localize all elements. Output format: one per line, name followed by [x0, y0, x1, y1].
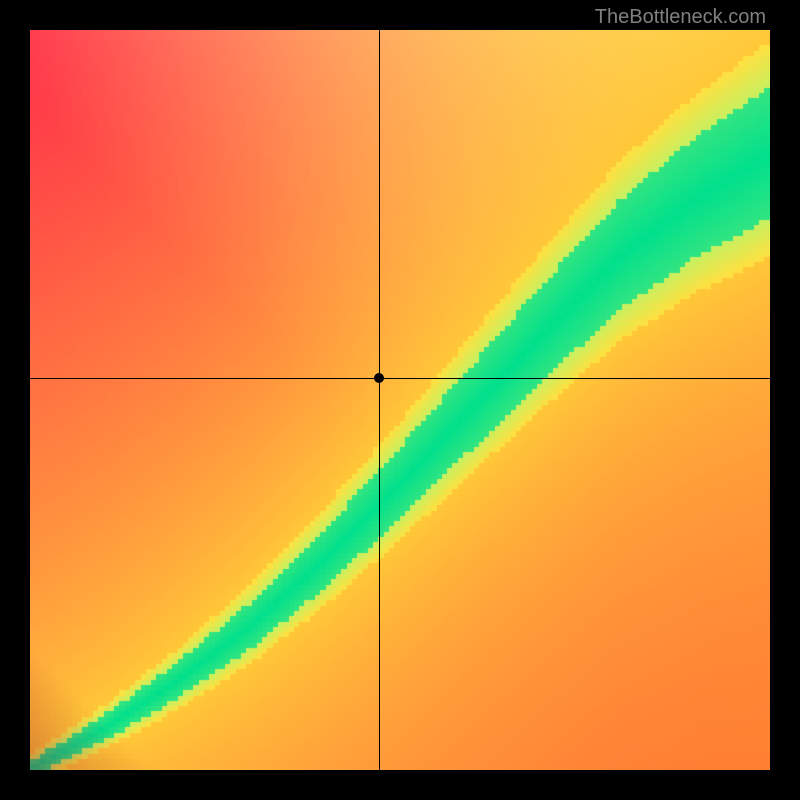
heatmap-canvas	[30, 30, 770, 770]
heatmap-chart	[30, 30, 770, 770]
crosshair-marker	[374, 373, 384, 383]
crosshair-horizontal	[30, 378, 770, 379]
crosshair-vertical	[379, 30, 380, 770]
watermark-text: TheBottleneck.com	[595, 6, 766, 29]
